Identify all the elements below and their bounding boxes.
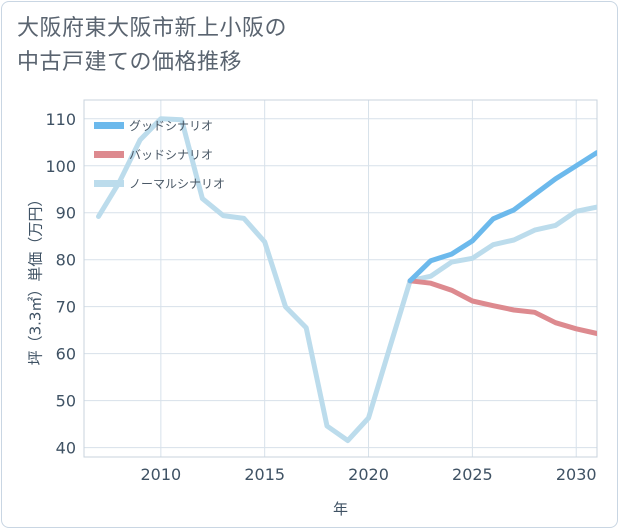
y-tick-label: 100 xyxy=(45,157,76,176)
y-tick-label: 40 xyxy=(56,439,76,458)
legend-label-bad: バッドシナリオ xyxy=(129,148,213,162)
x-tick-label: 2020 xyxy=(348,465,389,484)
x-tick-label: 2025 xyxy=(452,465,493,484)
chart-title: 大阪府東大阪市新上小阪の 中古戸建ての価格推移 xyxy=(17,12,437,80)
title-line-2: 中古戸建ての価格推移 xyxy=(17,50,243,75)
y-tick-label: 50 xyxy=(56,392,76,411)
y-tick-label: 110 xyxy=(45,110,76,129)
legend-label-good: グッドシナリオ xyxy=(129,119,213,133)
x-tick-label: 2010 xyxy=(140,465,181,484)
y-tick-label: 80 xyxy=(56,251,76,270)
legend-swatch-good xyxy=(94,122,124,129)
x-tick-label: 2030 xyxy=(556,465,597,484)
series-line-bad xyxy=(407,278,597,336)
legend-swatch-bad xyxy=(94,151,124,158)
title-line-1: 大阪府東大阪市新上小阪の xyxy=(17,16,288,41)
y-tick-label: 70 xyxy=(56,298,76,317)
legend-label-normal: ノーマルシナリオ xyxy=(129,177,225,191)
x-tick-label: 2015 xyxy=(244,465,285,484)
legend-swatch-normal xyxy=(94,180,124,187)
plot-area-border xyxy=(83,99,598,458)
axis-ticks: 40 50 60 70 80 90 100 110 2010 2015 2020 2025 2030 xyxy=(45,110,596,484)
series-layer xyxy=(96,116,597,444)
series-line-normal xyxy=(96,116,597,444)
y-axis-label: 坪（3.3㎡）単価（万円） xyxy=(27,192,45,366)
series-line-good xyxy=(407,150,597,284)
y-tick-label: 60 xyxy=(56,345,76,364)
y-tick-label: 90 xyxy=(56,204,76,223)
x-axis-label: 年 xyxy=(333,500,348,518)
